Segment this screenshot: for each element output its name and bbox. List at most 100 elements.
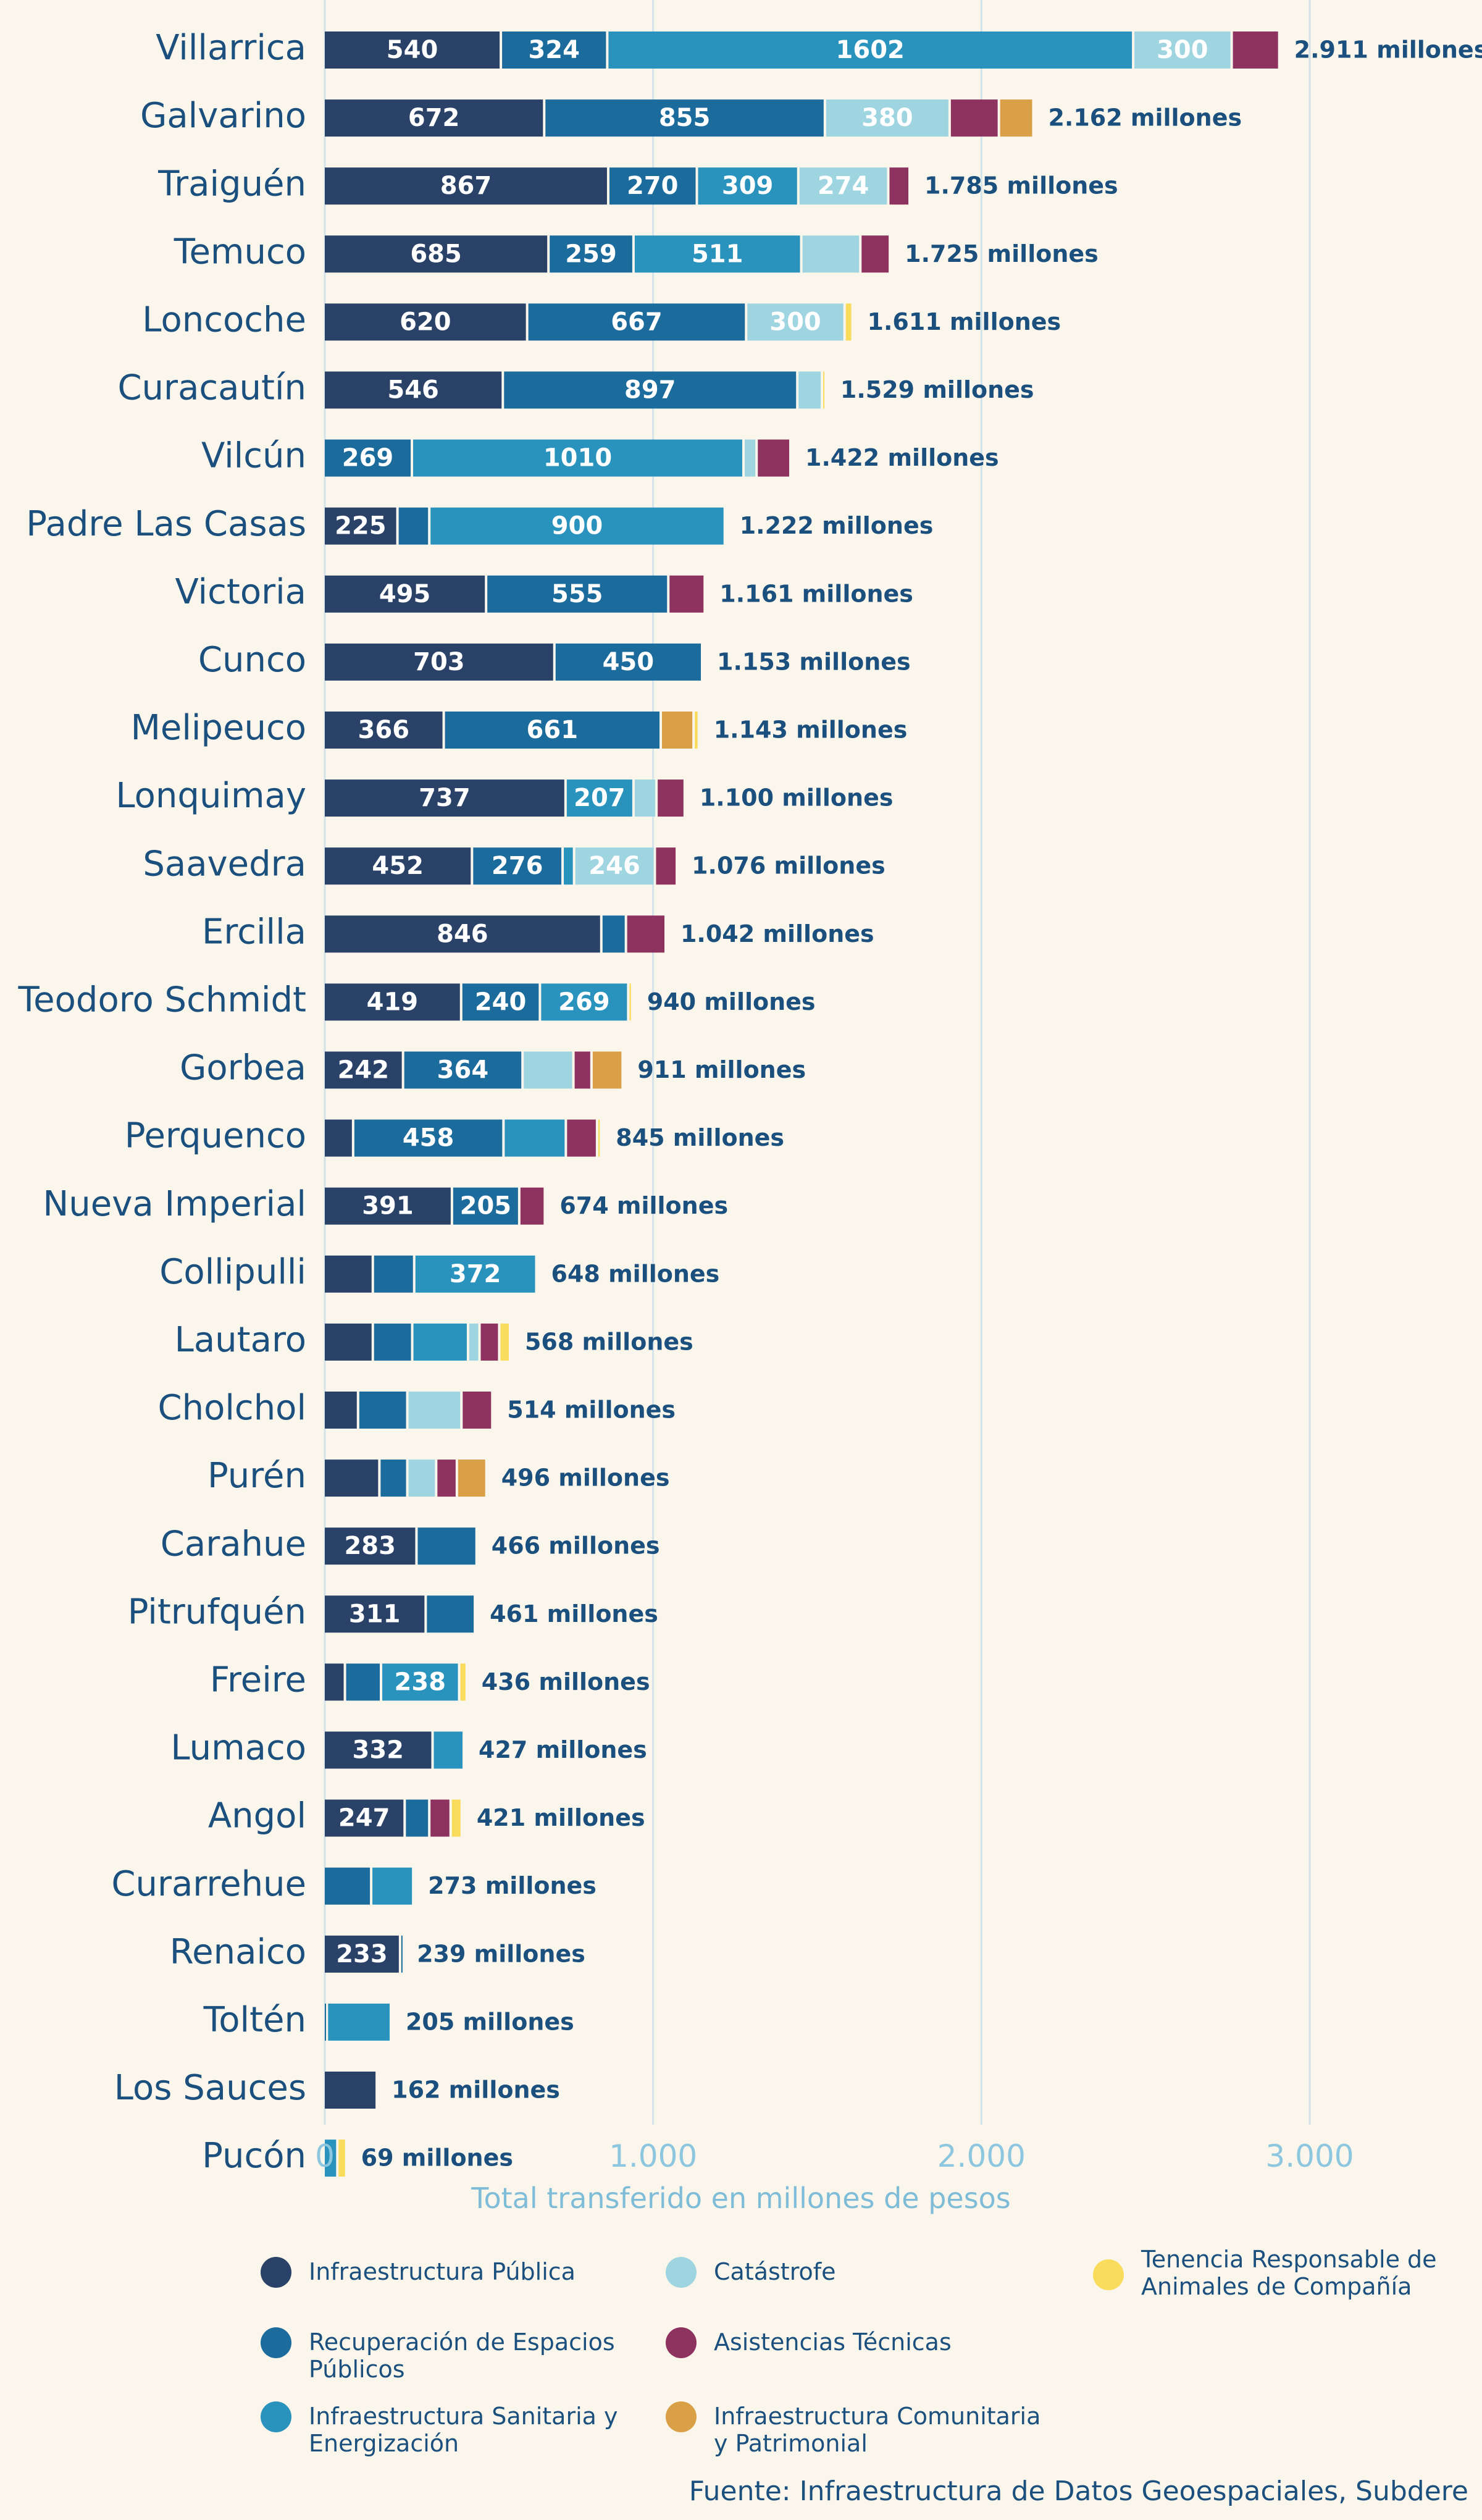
bar-segment [325,712,443,749]
bar-segment [325,983,460,1021]
bar-segment [325,1460,379,1497]
bar-segment [598,1119,600,1157]
segment-value-label: 897 [624,376,676,405]
segment-value-label: 846 [437,920,488,948]
bar-segment [325,1187,451,1225]
bar-row: Collipulli 372 648 millones [159,1252,719,1293]
bar-segment [325,99,543,137]
category-label: Curacautín [117,368,306,408]
bar-segment [325,575,485,613]
bar-segment [325,439,411,477]
segment-value-label: 240 [475,988,527,1016]
bar-segment [417,1527,475,1565]
total-label: 1.143 millones [714,716,908,744]
bar-segment [325,1051,402,1089]
bar-row: Nueva Imperial 391 205 674 millones [43,1184,728,1225]
bar-segment [433,1731,463,1769]
bar-segment [528,303,745,341]
bar-row: Carahue 283 466 millones [161,1524,660,1565]
total-label: 1.422 millones [805,444,999,471]
legend-swatch-icon [666,2257,697,2288]
x-tick-label: 3.000 [1265,2138,1354,2174]
bar-segment [398,507,429,545]
bar-segment [602,915,625,953]
bar-row: Los Sauces 162 millones [114,2068,560,2109]
legend-swatch-icon [261,2257,291,2288]
bar-segment [413,439,743,477]
category-label: Teodoro Schmidt [17,980,306,1020]
bar-segment [480,1323,498,1361]
segment-value-label: 233 [336,1940,388,1968]
bar-segment [463,1392,492,1429]
total-label: 69 millones [361,2144,513,2172]
segment-value-label: 1010 [543,444,612,472]
bar-segment [500,1323,509,1361]
bar-segment [346,1663,380,1701]
segment-value-label: 703 [413,648,465,676]
bar-segment [567,1119,596,1157]
segment-value-label: 452 [372,852,424,880]
total-label: 466 millones [492,1532,660,1560]
segment-value-label: 311 [349,1600,401,1628]
bar-row: Pucón 69 millones [202,2136,513,2177]
segment-value-label: 458 [403,1124,454,1153]
segment-value-label: 300 [1157,36,1208,64]
bar-segment [404,1051,522,1089]
segment-value-label: 419 [367,988,419,1016]
bar-segment [524,1051,572,1089]
legend-label: Infraestructura Pública [309,2258,576,2285]
bar-segment [473,847,562,885]
category-label: Collipulli [159,1252,306,1292]
legend-label: Asistencias Técnicas [714,2329,952,2356]
bar-row: Angol 247 421 millones [208,1796,645,1837]
category-label: Padre Las Casas [26,504,306,544]
category-label: Ercilla [202,912,306,952]
bar-segment [401,1935,403,1973]
bar-segment [608,32,1132,69]
bar-row: Galvarino 672 855 380 2.162 millones [140,96,1242,137]
x-tick-label: 1.000 [609,2138,697,2174]
bar-segment [845,303,852,341]
category-label: Perquenco [125,1116,306,1156]
bar-segment [325,643,553,681]
segment-value-label: 366 [358,716,410,744]
legend-swatch-icon [261,2327,291,2358]
segment-value-label: 372 [450,1260,501,1288]
segment-value-label: 269 [558,988,610,1016]
segment-value-label: 269 [342,444,394,472]
segment-value-label: 495 [379,580,431,608]
bar-segment [802,235,860,273]
bar-segment [325,303,526,341]
segment-value-label: 225 [335,512,387,540]
bar-row: Villarrica 540 324 1602 300 2.911 millones [156,28,1482,69]
bar-segment [798,371,821,409]
segment-value-label: 555 [551,580,603,608]
category-label: Pucón [202,2136,306,2176]
bar-segment [462,983,539,1021]
bar-segment [627,915,664,953]
segment-value-label: 270 [627,172,679,200]
segment-value-label: 672 [408,104,460,132]
bar-segment [609,167,696,205]
bar-segment [502,32,606,69]
legend-swatch-icon [666,2401,697,2432]
bar-segment [415,1255,535,1293]
bar-segment [325,1392,357,1429]
bar-segment [826,99,948,137]
total-label: 239 millones [417,1940,585,1967]
x-tick-label: 2.000 [937,2138,1026,2174]
bar-row: Ercilla 846 1.042 millones [202,912,874,953]
bar-segment [445,712,660,749]
bar-segment [325,1595,425,1633]
bar-segment [460,1663,466,1701]
total-label: 514 millones [507,1396,676,1424]
bar-segment [437,1460,456,1497]
bar-segment [325,235,548,273]
segment-value-label: 546 [387,376,439,405]
total-label: 911 millones [637,1056,806,1083]
segment-value-label: 300 [769,308,821,336]
bar-segment [325,1867,371,1905]
bar-segment [658,779,684,817]
bar-segment [325,1527,416,1565]
bar-segment [550,235,632,273]
